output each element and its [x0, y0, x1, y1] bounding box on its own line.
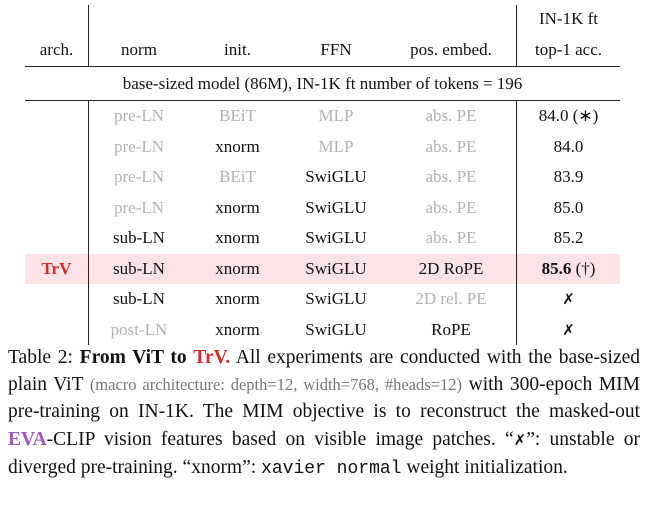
ffn-cell: SwiGLU [305, 228, 367, 248]
caption-title: From ViT to [79, 347, 187, 368]
norm-cell: pre-LN [88, 131, 189, 162]
pos-cell: abs. PE [425, 106, 477, 126]
norm-cell: sub-LN [88, 223, 189, 254]
acc-note: (∗) [572, 106, 599, 126]
init-cell: xnorm [215, 197, 260, 217]
caption-text: -CLIP vision features based on visible i… [46, 428, 514, 450]
arch-cell: TrV [41, 258, 72, 278]
caption-text: All experiments are conducted with the b… [8, 347, 641, 396]
acc-cell: 84.0 [553, 136, 584, 156]
caption-text: EVA [8, 428, 47, 450]
header-cell: pos. embed. [386, 33, 517, 67]
acc-cell: ✗ [562, 290, 575, 309]
pos-cell: RoPE [431, 319, 471, 339]
ffn-cell: SwiGLU [286, 253, 386, 284]
caption: Table 2: From ViT to TrV. All experiment… [8, 344, 640, 483]
acc-cell: 85.2 [553, 228, 584, 248]
acc-cell: 85.6 [541, 258, 572, 278]
acc-cell: 83.9 [553, 167, 584, 187]
header-cell: arch. [25, 33, 89, 67]
caption-title: TrV. [193, 347, 231, 368]
init-cell: xnorm [189, 253, 286, 284]
results-table: IN-1K ft arch. norm init. FFN pos. embed… [25, 5, 620, 345]
caption-text: (macro architecture: depth=12, width=768… [89, 375, 462, 395]
pos-cell: 2D RoPE [386, 253, 517, 284]
header-cell: FFN [286, 33, 386, 67]
header-cell: norm [88, 33, 189, 67]
ffn-cell: MLP [318, 106, 354, 126]
acc-cell: 85.0 [553, 197, 584, 217]
pos-cell: 2D rel. PE [415, 289, 487, 309]
caption-text: weight initialization. [406, 456, 568, 478]
init-cell: xnorm [215, 136, 260, 156]
norm-cell: sub-LN [88, 253, 189, 284]
subheader: base-sized model (86M), IN-1K ft number … [25, 66, 620, 101]
acc-cell: 84.0 [538, 106, 569, 126]
norm-cell: pre-LN [88, 100, 189, 132]
ffn-cell: SwiGLU [305, 289, 367, 309]
ffn-cell: SwiGLU [305, 167, 367, 187]
pos-cell: abs. PE [425, 167, 477, 187]
pos-cell: abs. PE [425, 136, 477, 156]
pos-cell: abs. PE [425, 228, 477, 248]
norm-cell: post-LN [88, 314, 189, 345]
norm-cell: sub-LN [88, 284, 189, 315]
header-cell: init. [189, 33, 286, 67]
init-cell: xnorm [215, 319, 260, 339]
norm-cell: pre-LN [88, 162, 189, 193]
caption-code: xavier normal [261, 458, 402, 479]
ffn-cell: SwiGLU [305, 319, 367, 339]
caption-text: ✗ [513, 430, 527, 449]
pos-cell: abs. PE [425, 197, 477, 217]
norm-cell: pre-LN [88, 192, 189, 223]
caption-text: ”: unstable or diverged pre-training. “x… [8, 428, 641, 478]
init-cell: xnorm [215, 289, 260, 309]
caption-text: with 300-epoch MIM pre-training on IN-1K… [8, 374, 641, 423]
ffn-cell: SwiGLU [305, 197, 367, 217]
header-cell: top-1 acc. [516, 33, 620, 67]
init-cell: BEiT [219, 167, 256, 187]
caption-label: Table 2: [8, 347, 73, 368]
init-cell: BEiT [219, 106, 256, 126]
ffn-cell: MLP [318, 136, 354, 156]
acc-cell: ✗ [562, 320, 575, 339]
init-cell: xnorm [215, 228, 260, 248]
header-cell: IN-1K ft [516, 5, 620, 33]
acc-note: (†) [575, 258, 596, 278]
